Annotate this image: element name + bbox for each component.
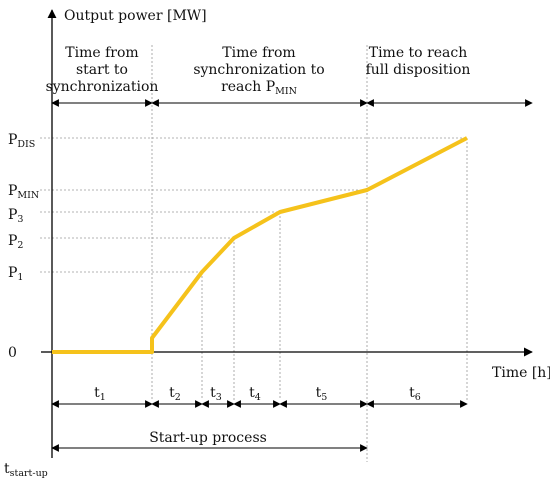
y-tick-label-pdis: PDIS xyxy=(8,132,35,150)
phase-label-1-line-3: synchronization xyxy=(46,79,159,95)
x-origin-label: tstart-up xyxy=(4,461,48,479)
phase-label-3-line-2: full disposition xyxy=(366,62,471,78)
interval-label-t1: t1 xyxy=(94,385,106,403)
interval-label-t6: t6 xyxy=(409,385,421,403)
process-label: Start-up process xyxy=(149,430,267,446)
phase-label-1-line-1: Time from xyxy=(65,45,138,61)
x-axis-label: Time [h] xyxy=(492,365,550,381)
y-tick-label-p3: P3 xyxy=(8,207,23,225)
phase-label-1-line-2: start to xyxy=(76,62,128,78)
interval-label-t3: t3 xyxy=(210,385,222,403)
y-tick-label-zero: 0 xyxy=(8,345,17,361)
labels: Output power [MW] Time [h] 0 P1 P2 P3 PMIN PDIS… xyxy=(4,8,550,479)
interval-label-t4: t4 xyxy=(249,385,261,403)
y-axis-label: Output power [MW] xyxy=(64,8,207,24)
output-power-line xyxy=(52,136,468,354)
phase-label-2-line-3: reach PMIN xyxy=(221,79,297,97)
phase-label-2-line-2: synchronization to xyxy=(193,62,324,78)
interval-label-t5: t5 xyxy=(316,385,328,403)
axes xyxy=(41,9,533,458)
guide-lines xyxy=(40,45,468,462)
phase-label-2-line-1: Time from xyxy=(222,45,295,61)
y-tick-label-p2: P2 xyxy=(8,233,23,251)
phase-label-3-line-1: Time to reach xyxy=(369,45,468,61)
interval-label-t2: t2 xyxy=(169,385,181,403)
series xyxy=(51,136,468,354)
y-tick-label-p1: P1 xyxy=(8,265,23,283)
y-tick-label-pmin: PMIN xyxy=(8,183,39,201)
